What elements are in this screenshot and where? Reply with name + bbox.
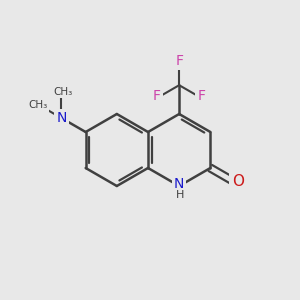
Text: N: N	[56, 111, 67, 125]
Text: H: H	[176, 190, 184, 200]
Text: CH₃: CH₃	[28, 100, 47, 110]
Text: F: F	[153, 89, 161, 103]
Text: O: O	[232, 174, 244, 189]
Text: F: F	[197, 89, 206, 103]
Text: F: F	[175, 54, 183, 68]
Text: N: N	[174, 177, 184, 191]
Text: CH₃: CH₃	[54, 87, 73, 97]
